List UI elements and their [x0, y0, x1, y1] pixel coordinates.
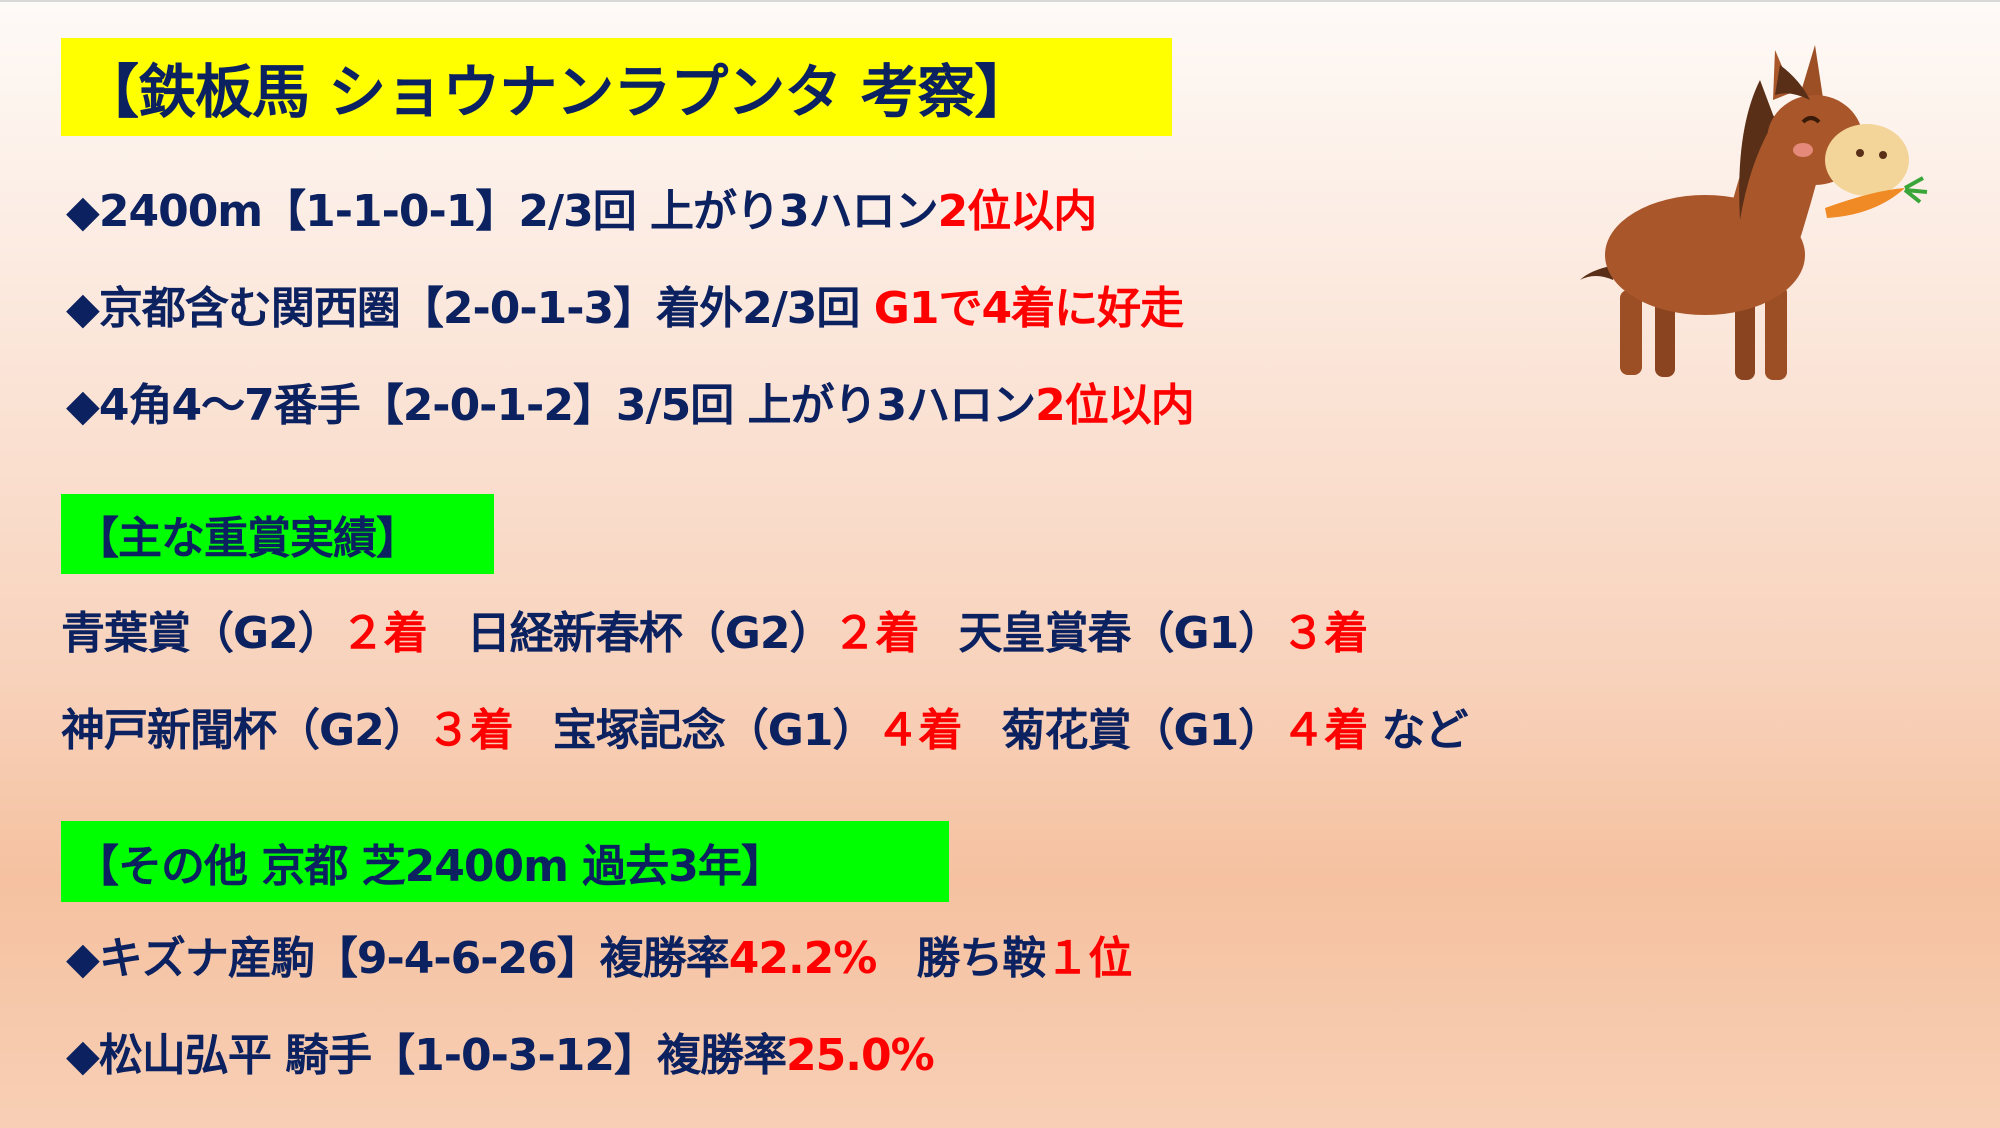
point-highlight: 2位以内: [1035, 380, 1195, 431]
point-text: 4角4～7番手【2-0-1-2】3/5回 上がり3ハロン: [98, 380, 1036, 431]
race-result: ４着: [1281, 705, 1368, 756]
item-highlight: 42.2%: [728, 933, 878, 984]
diamond-icon: ◆: [66, 283, 100, 334]
race-result: ３着: [426, 705, 514, 756]
race-suffix: など: [1367, 705, 1469, 756]
diamond-icon: ◆: [66, 186, 100, 237]
race-result: ２着: [340, 608, 428, 659]
point-text: 2400m【1-1-0-1】2/3回 上がり3ハロン: [98, 186, 939, 237]
point-highlight: 2位以内: [937, 186, 1098, 237]
race-name: 神戸新聞杯（G2）: [61, 705, 428, 756]
graded-row-2: 神戸新聞杯（G2）３着 宝塚記念（G1）４着 菊花賞（G1）４着 など: [61, 701, 1469, 761]
race-name: 青葉賞（G2）: [61, 608, 342, 659]
top-border: [0, 0, 2000, 2]
race-name: 天皇賞春（G1）: [958, 608, 1282, 659]
race-name: 日経新春杯（G2）: [466, 608, 834, 659]
point-1: ◆2400m【1-1-0-1】2/3回 上がり3ハロン2位以内: [66, 182, 1098, 242]
diamond-icon: ◆: [66, 1030, 100, 1081]
other-item-2: ◆松山弘平 騎手【1-0-3-12】複勝率25.0%: [66, 1026, 935, 1086]
other-item-1: ◆キズナ産駒【9-4-6-26】複勝率42.2% 勝ち鞍１位: [66, 929, 1132, 989]
race-result: ４着: [875, 705, 962, 756]
page-title: 【鉄板馬 ショウナンラプンタ 考察】: [61, 38, 1172, 136]
horse-illustration: [1580, 45, 1928, 380]
race-name: 菊花賞（G1）: [1001, 705, 1282, 756]
item-extra-label: 勝ち鞍: [916, 933, 1046, 984]
race-result: ２着: [832, 608, 919, 659]
other-heading: 【その他 京都 芝2400m 過去3年】: [61, 821, 949, 902]
point-highlight: G1で4着に好走: [873, 283, 1184, 334]
item-highlight: 25.0%: [786, 1030, 935, 1081]
race-result: ３着: [1281, 608, 1368, 659]
item-text: キズナ産駒【9-4-6-26】複勝率: [98, 933, 730, 984]
point-3: ◆4角4～7番手【2-0-1-2】3/5回 上がり3ハロン2位以内: [66, 376, 1195, 436]
item-text: 松山弘平 騎手【1-0-3-12】複勝率: [98, 1030, 787, 1081]
graded-heading: 【主な重賞実績】: [61, 494, 494, 574]
race-name: 宝塚記念（G1）: [552, 705, 877, 756]
diamond-icon: ◆: [66, 380, 100, 431]
item-extra-highlight: １位: [1045, 933, 1132, 984]
point-text: 京都含む関西圏【2-0-1-3】着外2/3回: [98, 283, 874, 334]
diamond-icon: ◆: [66, 933, 100, 984]
point-2: ◆京都含む関西圏【2-0-1-3】着外2/3回 G1で4着に好走: [66, 279, 1184, 339]
graded-row-1: 青葉賞（G2）２着 日経新春杯（G2）２着 天皇賞春（G1）３着: [61, 604, 1368, 664]
